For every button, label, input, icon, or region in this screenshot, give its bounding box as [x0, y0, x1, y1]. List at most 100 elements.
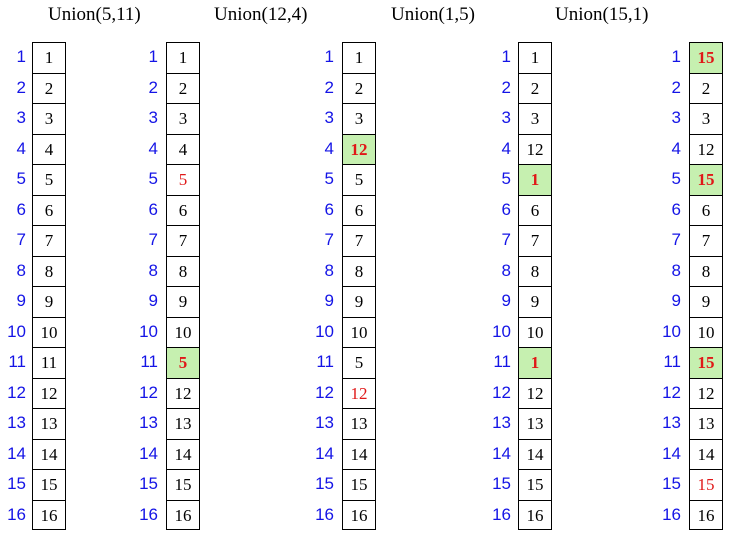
- row-index: 9: [501, 291, 511, 310]
- row-index: 2: [324, 77, 334, 97]
- parent-cell: 3: [518, 103, 552, 134]
- header-union-12-4: Union(12,4): [214, 4, 308, 25]
- row-index: 13: [7, 413, 26, 432]
- row-index: 8: [16, 260, 26, 280]
- parent-cell: 15: [689, 164, 723, 195]
- parent-cell: 16: [689, 499, 723, 530]
- row-index: 11: [316, 352, 334, 371]
- parent-cell: 1: [518, 347, 552, 378]
- header-union-1-5: Union(1,5): [391, 4, 475, 25]
- parent-cell: 13: [689, 408, 723, 439]
- parent-cell: 9: [518, 286, 552, 317]
- row-index: 7: [324, 230, 334, 249]
- row-index: 7: [148, 230, 158, 249]
- parent-cell: 10: [518, 316, 552, 347]
- row-index: 7: [501, 230, 511, 249]
- row-index: 3: [148, 108, 158, 127]
- parent-cell: 8: [342, 255, 376, 286]
- row-index: 6: [501, 199, 511, 219]
- row-index: 12: [662, 382, 681, 402]
- parent-cell: 1: [518, 164, 552, 195]
- row-index: 3: [16, 108, 26, 127]
- row-index: 10: [662, 321, 681, 341]
- row-index: 16: [492, 504, 511, 524]
- row-index: 12: [315, 382, 334, 402]
- row-index: 11: [8, 352, 26, 371]
- parent-cell: 14: [518, 438, 552, 469]
- row-index: 14: [139, 443, 158, 463]
- header-union-15-1: Union(15,1): [555, 4, 649, 25]
- parent-cell: 2: [32, 72, 66, 103]
- header-union-5-11: Union(5,11): [48, 4, 141, 25]
- row-index: 15: [315, 474, 334, 493]
- parent-cell: 13: [166, 408, 200, 439]
- parent-cell: 15: [689, 42, 723, 73]
- row-index: 6: [16, 199, 26, 219]
- parent-cell: 15: [689, 347, 723, 378]
- parent-cell: 2: [166, 72, 200, 103]
- parent-cell: 12: [342, 377, 376, 408]
- row-index: 16: [662, 504, 681, 524]
- row-index: 1: [148, 47, 158, 66]
- parent-cell: 13: [32, 408, 66, 439]
- parent-cell: 1: [342, 42, 376, 73]
- parent-cell: 14: [166, 438, 200, 469]
- parent-cell: 16: [32, 499, 66, 530]
- parent-cell: 8: [32, 255, 66, 286]
- row-index: 7: [16, 230, 26, 249]
- parent-cell: 4: [32, 133, 66, 164]
- parent-cell: 16: [342, 499, 376, 530]
- parent-cell: 12: [342, 133, 376, 164]
- row-index: 9: [16, 291, 26, 310]
- row-index: 8: [671, 260, 681, 280]
- parent-cell: 6: [342, 194, 376, 225]
- parent-cell: 10: [342, 316, 376, 347]
- parent-cell: 6: [166, 194, 200, 225]
- parent-cell: 15: [518, 469, 552, 500]
- parent-cell: 1: [32, 42, 66, 73]
- parent-cell: 9: [689, 286, 723, 317]
- parent-cell: 12: [689, 377, 723, 408]
- parent-cell: 1: [518, 42, 552, 73]
- parent-cell: 7: [166, 225, 200, 256]
- parent-cell: 7: [32, 225, 66, 256]
- row-index: 3: [324, 108, 334, 127]
- row-index: 5: [16, 169, 26, 188]
- row-index: 10: [492, 321, 511, 341]
- row-index: 4: [671, 138, 681, 158]
- parent-cell: 15: [689, 469, 723, 500]
- row-index: 1: [16, 47, 26, 66]
- parent-cell: 2: [342, 72, 376, 103]
- parent-cell: 3: [32, 103, 66, 134]
- parent-cell: 12: [689, 133, 723, 164]
- row-index: 2: [148, 77, 158, 97]
- row-index: 14: [7, 443, 26, 463]
- parent-cell: 10: [32, 316, 66, 347]
- parent-cell: 15: [342, 469, 376, 500]
- parent-cell: 16: [166, 499, 200, 530]
- row-index: 11: [663, 352, 681, 371]
- row-index: 15: [662, 474, 681, 493]
- row-index: 9: [671, 291, 681, 310]
- row-index: 16: [7, 504, 26, 524]
- row-index: 5: [671, 169, 681, 188]
- parent-cell: 8: [166, 255, 200, 286]
- row-index: 6: [148, 199, 158, 219]
- parent-cell: 8: [518, 255, 552, 286]
- row-index: 10: [139, 321, 158, 341]
- parent-cell: 9: [166, 286, 200, 317]
- row-index: 4: [148, 138, 158, 158]
- row-index: 15: [139, 474, 158, 493]
- parent-cell: 4: [166, 133, 200, 164]
- parent-cell: 10: [689, 316, 723, 347]
- parent-cell: 12: [32, 377, 66, 408]
- parent-cell: 6: [518, 194, 552, 225]
- row-index: 8: [501, 260, 511, 280]
- parent-cell: 5: [32, 164, 66, 195]
- row-index: 2: [501, 77, 511, 97]
- row-index: 12: [139, 382, 158, 402]
- parent-cell: 6: [689, 194, 723, 225]
- parent-cell: 1: [166, 42, 200, 73]
- row-index: 12: [7, 382, 26, 402]
- parent-cell: 5: [342, 164, 376, 195]
